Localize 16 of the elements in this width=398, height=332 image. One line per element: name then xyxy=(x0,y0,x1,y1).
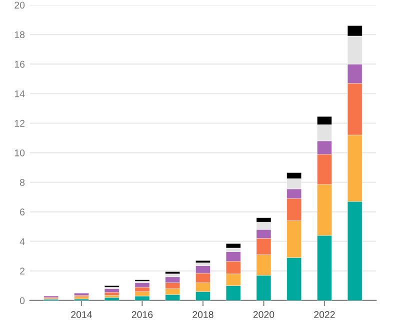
x-tick-label: 2014 xyxy=(71,311,92,318)
y-tick-label: 0 xyxy=(20,297,25,304)
x-tick-label: 2020 xyxy=(253,311,274,318)
y-tick-label: 8 xyxy=(20,179,25,186)
y-tick-label: 16 xyxy=(14,60,25,68)
y-tick-label: 2 xyxy=(20,268,24,274)
y-tick-label: 14 xyxy=(14,90,25,98)
y-tick-label: 6 xyxy=(20,208,25,216)
y-tick-label: 12 xyxy=(14,120,24,127)
y-tick-label: 20 xyxy=(14,2,25,9)
x-tick-label: 2022 xyxy=(314,311,335,318)
y-tick-label: 4 xyxy=(20,238,25,245)
y-tick-label: 10 xyxy=(14,149,25,156)
y-tick-label: 18 xyxy=(14,31,25,38)
x-tick-label: 2016 xyxy=(132,311,153,318)
x-tick-label: 2018 xyxy=(192,311,214,318)
